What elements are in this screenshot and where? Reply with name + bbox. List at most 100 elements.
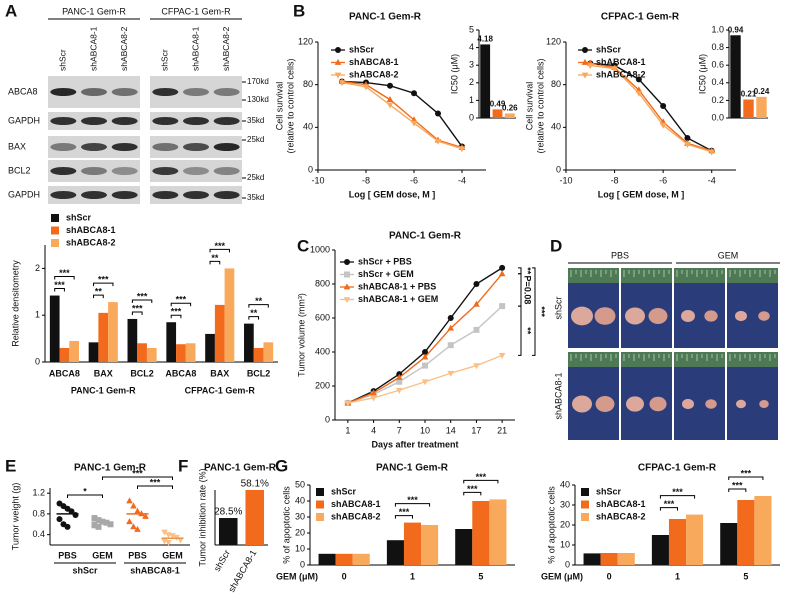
point: [142, 512, 149, 519]
bar: [127, 318, 138, 362]
marker: [447, 342, 454, 349]
ruler: [568, 352, 619, 367]
blot-band: [183, 167, 209, 175]
blot-band: [111, 88, 138, 96]
x-tick-label: 0: [607, 571, 612, 581]
lane-label: shScr: [58, 49, 68, 71]
bar: [263, 342, 274, 362]
y-tick-label: 30: [560, 499, 570, 509]
ruler: [674, 268, 725, 283]
x-tick-label: 7: [397, 425, 402, 435]
marker: [422, 349, 428, 355]
bar: [472, 501, 490, 565]
y-tick-label: 4: [469, 42, 474, 52]
legend-marker: [581, 72, 589, 79]
marker: [708, 149, 716, 156]
legend-label: shScr + PBS: [358, 256, 412, 266]
y-axis-label: (relative to control cells): [285, 58, 295, 153]
ruler: [621, 352, 672, 367]
x-tick-label: 1: [345, 425, 350, 435]
x-tick-label: 10: [420, 425, 430, 435]
blot-band: [50, 143, 77, 151]
y-tick-label: 1.0: [711, 24, 724, 34]
x-tick-label: -4: [458, 175, 466, 185]
marker: [659, 122, 667, 129]
y-tick-label: 0: [556, 164, 561, 174]
point: [91, 522, 98, 529]
chart-title: PANC-1 Gem-R: [376, 463, 449, 474]
legend-label: shABCA8-1: [349, 57, 399, 67]
marker: [395, 373, 403, 380]
point: [161, 529, 168, 536]
tumor: [758, 311, 770, 321]
sig-bracket: [67, 494, 103, 498]
bar: [480, 44, 491, 118]
value-label: 0.26: [502, 104, 518, 113]
sig-label: ***: [98, 274, 109, 284]
x-tick-label: 4: [371, 425, 376, 435]
point: [161, 538, 168, 545]
legend-marker: [334, 58, 342, 65]
bar: [720, 523, 738, 565]
value-label: 0.94: [728, 25, 744, 34]
marker: [362, 84, 370, 91]
x-tick-label: GEM: [162, 550, 183, 560]
legend-swatch: [51, 239, 59, 247]
y-axis-label: Cell survival: [524, 82, 534, 131]
sig-bracket: [463, 479, 499, 484]
bar: [386, 540, 404, 565]
series-line: [341, 80, 463, 147]
ruler: [727, 352, 778, 367]
legend-label: shABCA8-1: [66, 225, 116, 235]
y-tick-label: 1000: [310, 244, 330, 254]
sig-bracket: [131, 299, 153, 303]
marker: [473, 281, 480, 287]
sig-label: P=0.08: [523, 276, 533, 305]
sig-bracket: [659, 495, 696, 499]
marker: [586, 63, 594, 70]
sig-bracket: [102, 476, 173, 480]
y-tick-label: 40: [551, 122, 561, 132]
blot-strip: [150, 160, 242, 182]
marker: [422, 362, 428, 369]
y-tick-label: 20: [560, 519, 570, 529]
marker: [611, 66, 618, 73]
bar: [668, 519, 687, 565]
blot-band: [50, 167, 77, 175]
series-line: [341, 80, 463, 149]
x-tick-label: 14: [446, 425, 456, 435]
bar: [218, 518, 238, 545]
panel-letter: D: [550, 236, 562, 255]
chart-title: PANC-1 Gem-R: [204, 463, 277, 474]
legend-marker: [344, 259, 350, 265]
sig-label: *: [83, 486, 87, 496]
sig-bracket: [394, 503, 431, 507]
panel-letter: E: [5, 456, 16, 475]
x-tick-label: -6: [659, 175, 667, 185]
bar: [421, 525, 439, 565]
legend-label: shABCA8-1: [596, 499, 646, 509]
sig-label: ***: [732, 480, 743, 490]
blot-band: [152, 167, 179, 175]
y-tick-label: 400: [315, 346, 330, 356]
legend-swatch: [581, 513, 589, 521]
x-tick-label: BCL2: [247, 368, 271, 378]
tumor: [735, 310, 747, 322]
panel-letter: A: [5, 1, 17, 20]
y-tick-label: 0.4: [711, 77, 724, 87]
legend-label: shABCA8-1: [596, 57, 646, 67]
legend-label: shABCA8-1: [331, 499, 381, 509]
bar: [600, 553, 618, 565]
bar: [88, 342, 99, 362]
legend-label: shABCA8-2: [331, 511, 381, 521]
blot-band: [213, 191, 240, 199]
legend-swatch: [51, 226, 59, 235]
y-axis-label: (relative to control cells): [535, 58, 545, 153]
blot-band: [183, 191, 209, 199]
y-tick-label: 0.2: [711, 95, 724, 105]
sig-label: ***: [59, 268, 70, 278]
bar: [492, 109, 503, 118]
marker: [411, 90, 417, 97]
tumor: [649, 396, 667, 412]
x-tick-label: ABCA8: [49, 368, 80, 378]
